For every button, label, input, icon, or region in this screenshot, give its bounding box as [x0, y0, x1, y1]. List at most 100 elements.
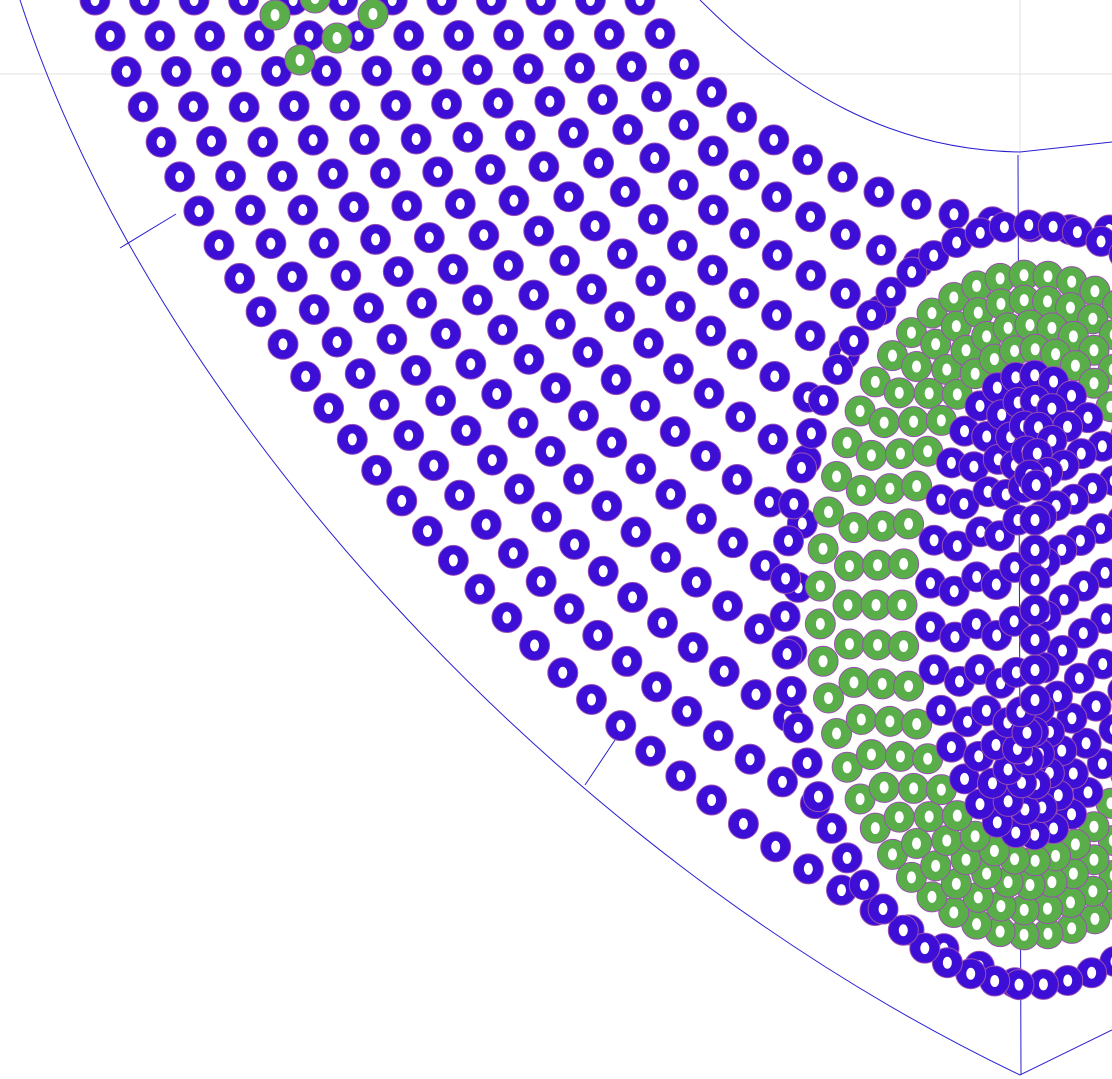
- cell-hole: [982, 330, 992, 343]
- cell-hole: [751, 688, 761, 701]
- cell-hole: [214, 239, 224, 252]
- cell-hole: [679, 58, 689, 71]
- cell-hole: [708, 264, 718, 277]
- cell: [831, 842, 863, 874]
- cell: [829, 219, 861, 251]
- cell-hole: [429, 459, 439, 472]
- cell-hole: [554, 28, 564, 41]
- cell-hole: [585, 0, 595, 6]
- cell: [856, 299, 888, 331]
- cell-hole: [894, 811, 904, 824]
- cell-hole: [1097, 757, 1107, 770]
- cell-hole: [927, 307, 937, 320]
- cell: [290, 361, 322, 393]
- cell: [357, 0, 389, 30]
- cell: [901, 827, 933, 859]
- cell-hole: [975, 798, 985, 811]
- cell: [426, 0, 458, 16]
- cell: [816, 812, 848, 844]
- cell-hole: [942, 363, 952, 376]
- cell: [475, 0, 507, 16]
- cell: [1057, 758, 1089, 790]
- cell: [579, 210, 611, 242]
- cell: [321, 22, 353, 54]
- cell-hole: [963, 715, 973, 728]
- cell: [255, 228, 287, 260]
- cell-hole: [819, 394, 829, 407]
- cell: [802, 781, 834, 813]
- cell: [893, 670, 925, 702]
- cell-hole: [976, 525, 986, 538]
- cell: [503, 473, 535, 505]
- cell-hole: [417, 297, 427, 310]
- cell-hole: [380, 167, 390, 180]
- cell: [671, 695, 703, 727]
- cell: [308, 227, 340, 259]
- cell-hole: [982, 430, 992, 443]
- cell: [697, 254, 729, 286]
- cell: [845, 703, 877, 735]
- cell-hole: [907, 266, 917, 279]
- cell-hole: [341, 269, 351, 282]
- cell: [950, 844, 982, 876]
- cell-hole: [676, 769, 686, 782]
- cell: [795, 259, 827, 291]
- cell-hole: [1075, 534, 1085, 547]
- cell-body: [129, 0, 161, 16]
- cell: [668, 48, 700, 80]
- cell-hole: [502, 611, 512, 624]
- cell-hole: [289, 99, 299, 112]
- cell-hole: [1011, 371, 1021, 384]
- cell-hole: [1051, 849, 1061, 862]
- cell: [1079, 275, 1111, 307]
- cell-hole: [1057, 744, 1067, 757]
- cell: [400, 123, 432, 155]
- cell: [247, 126, 279, 158]
- cell-hole: [1083, 411, 1093, 424]
- cell-hole: [866, 748, 876, 761]
- cell-hole: [1014, 978, 1024, 991]
- cell: [845, 475, 877, 507]
- cell-hole: [338, 0, 348, 6]
- cell-hole: [309, 303, 319, 316]
- cell-body: [1098, 713, 1112, 745]
- cell: [629, 390, 661, 422]
- cell-hole: [678, 178, 688, 191]
- cell-hole: [319, 237, 329, 250]
- cell-hole: [1098, 657, 1108, 670]
- cell-hole: [1059, 593, 1069, 606]
- cell-hole: [623, 123, 633, 136]
- cell-hole: [866, 449, 876, 462]
- cell-hole: [598, 93, 608, 106]
- cell-hole: [996, 900, 1006, 913]
- cell: [760, 831, 792, 863]
- cell: [807, 645, 839, 677]
- cell-hole: [936, 704, 946, 717]
- cell-hole: [301, 370, 311, 383]
- cell: [844, 783, 876, 815]
- cell: [1019, 654, 1051, 686]
- cell-hole: [504, 28, 514, 41]
- cell-hole: [1065, 896, 1075, 909]
- cell: [317, 158, 349, 190]
- cell: [808, 384, 840, 416]
- cell: [160, 55, 192, 87]
- cell-hole: [479, 229, 489, 242]
- cell: [900, 188, 932, 220]
- cell-hole: [1030, 634, 1040, 646]
- cell-hole: [1009, 615, 1019, 628]
- cell-hole: [1003, 763, 1013, 776]
- cell-hole: [874, 185, 884, 198]
- cell-hole: [266, 237, 276, 250]
- cell-hole: [924, 810, 934, 823]
- cell: [727, 808, 759, 840]
- cell: [912, 743, 944, 775]
- cell-hole: [876, 244, 886, 257]
- cell: [360, 223, 392, 255]
- cell-hole: [885, 482, 895, 495]
- cell: [518, 279, 550, 311]
- cell-hole: [1032, 447, 1042, 460]
- cell-hole: [1067, 389, 1077, 402]
- cell-hole: [539, 160, 549, 173]
